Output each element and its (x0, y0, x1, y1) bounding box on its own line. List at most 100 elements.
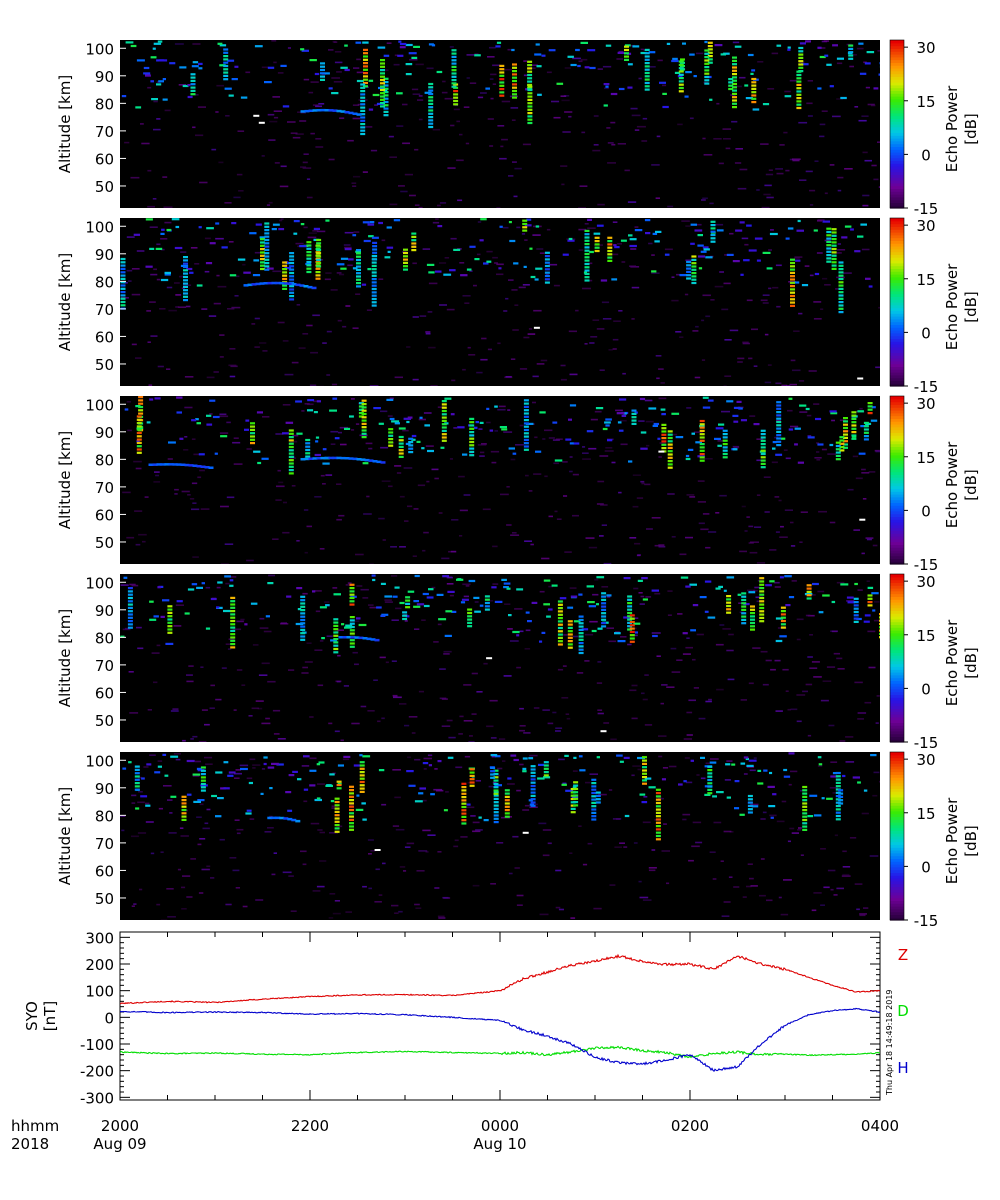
magnetometer-frame (119, 931, 881, 1101)
echo-power-colorbar: 30 15 0 -15 Echo Power [dB] (889, 39, 980, 218)
colorbar-unit: [dB] (962, 647, 980, 679)
magnetometer-tick-label: 100 (85, 983, 114, 1001)
colorbar-tick-label: 0 (921, 858, 931, 876)
magnetometer-tick-label: 300 (85, 929, 114, 947)
date-label: Aug 10 (473, 1135, 526, 1153)
colorbar-unit: [dB] (962, 113, 980, 145)
magnetometer-panel: 300 200 100 0 -100 -200 -300 SYO [nT] Z D H (23, 929, 909, 1107)
altitude-tick-label: 100 (85, 218, 114, 236)
magnetometer-tick-label: 0 (104, 1009, 114, 1027)
colorbar-tick-label: -15 (914, 734, 939, 752)
altitude-tick-label: 70 (95, 301, 114, 319)
colorbar-tick-label: 0 (921, 324, 931, 342)
altitude-axis-label: Altitude [km] (56, 431, 74, 529)
colorbar-unit: [dB] (962, 291, 980, 323)
colorbar-tick-label: 0 (921, 146, 931, 164)
altitude-tick-label: 60 (95, 862, 114, 880)
colorbar-tick-label: 30 (916, 751, 935, 769)
magnetometer-tick-label: -100 (80, 1036, 114, 1054)
year-label: 2018 (11, 1135, 49, 1153)
time-axis-title: hhmm (11, 1117, 59, 1135)
radar-panel-5: 50 60 70 80 90 100 Altitude [km] 30 15 0 -15 Echo P… (56, 751, 980, 930)
altitude-axis-label: Altitude [km] (56, 253, 74, 351)
echo-field (122, 396, 880, 564)
altitude-tick-label: 90 (95, 424, 114, 442)
series-line-Z (120, 953, 880, 1005)
altitude-tick-label: 100 (85, 40, 114, 58)
altitude-tick-label: 60 (95, 506, 114, 524)
colorbar-tick-label: -15 (914, 912, 939, 930)
altitude-axis: 50 60 70 80 90 100 Altitude [km] (56, 396, 126, 552)
altitude-tick-label: 80 (95, 807, 114, 825)
time-tick-label: 0400 (861, 1117, 899, 1135)
altitude-axis: 50 60 70 80 90 100 Altitude [km] (56, 752, 126, 908)
echo-power-colorbar: 30 15 0 -15 Echo Power [dB] (889, 573, 980, 752)
colorbar-tick-label: 0 (921, 680, 931, 698)
panel-background (120, 574, 880, 742)
altitude-tick-label: 80 (95, 629, 114, 647)
colorbar-tick-label: 30 (916, 217, 935, 235)
timestamp: Thu Apr 18 14:49:18 2019 (885, 989, 894, 1095)
colorbar-label: Echo Power (943, 441, 961, 528)
panel-background (120, 396, 880, 564)
colorbar-unit: [dB] (962, 825, 980, 857)
radar-panels: 50 60 70 80 90 100 Altitude [km] 30 15 0 -15 Echo P… (56, 39, 980, 930)
radar-panel-1: 50 60 70 80 90 100 Altitude [km] 30 15 0 -15 Echo P… (56, 39, 980, 218)
altitude-tick-label: 80 (95, 451, 114, 469)
altitude-tick-label: 100 (85, 574, 114, 592)
date-label: Aug 09 (93, 1135, 146, 1153)
echo-power-colorbar: 30 15 0 -15 Echo Power [dB] (889, 395, 980, 574)
colorbar-tick-label: 15 (916, 805, 935, 823)
series-line-D (120, 1045, 880, 1059)
colorbar-tick-label: -15 (914, 556, 939, 574)
magnetometer-tick-label: -200 (80, 1063, 114, 1081)
altitude-tick-label: 60 (95, 328, 114, 346)
altitude-tick-label: 70 (95, 479, 114, 497)
colorbar-tick-label: 15 (916, 271, 935, 289)
time-tick-label: 2200 (291, 1117, 329, 1135)
colorbar-label: Echo Power (943, 85, 961, 172)
colorbar-tick-label: 15 (916, 93, 935, 111)
altitude-tick-label: 90 (95, 602, 114, 620)
altitude-tick-label: 70 (95, 657, 114, 675)
altitude-tick-label: 50 (95, 178, 114, 196)
altitude-axis: 50 60 70 80 90 100 Altitude [km] (56, 218, 126, 374)
echo-power-colorbar: 30 15 0 -15 Echo Power [dB] (889, 751, 980, 930)
altitude-tick-label: 50 (95, 712, 114, 730)
altitude-tick-label: 60 (95, 150, 114, 168)
altitude-axis-label: Altitude [km] (56, 75, 74, 173)
altitude-tick-label: 90 (95, 246, 114, 264)
echo-field (121, 40, 880, 208)
altitude-axis: 50 60 70 80 90 100 Altitude [km] (56, 574, 126, 730)
altitude-tick-label: 90 (95, 780, 114, 798)
series-label-D: D (897, 1002, 909, 1020)
altitude-axis-label: Altitude [km] (56, 787, 74, 885)
series-label-Z: Z (898, 946, 908, 964)
altitude-tick-label: 90 (95, 68, 114, 86)
altitude-axis-label: Altitude [km] (56, 609, 74, 707)
series-label-H: H (897, 1059, 908, 1077)
altitude-tick-label: 50 (95, 356, 114, 374)
time-tick-label: 0000 (481, 1117, 519, 1135)
radar-panel-4: 50 60 70 80 90 100 Altitude [km] 30 15 0 -15 Echo P… (56, 573, 980, 752)
altitude-tick-label: 70 (95, 123, 114, 141)
altitude-axis: 50 60 70 80 90 100 Altitude [km] (56, 40, 126, 196)
colorbar-tick-label: 30 (916, 395, 935, 413)
altitude-tick-label: 50 (95, 534, 114, 552)
colorbar-tick-label: -15 (914, 200, 939, 218)
echo-power-colorbar: 30 15 0 -15 Echo Power [dB] (889, 217, 980, 396)
echo-field (120, 574, 880, 742)
colorbar-unit: [dB] (962, 469, 980, 501)
altitude-tick-label: 100 (85, 752, 114, 770)
magnetometer-tick-label: 200 (85, 956, 114, 974)
panel-background (120, 40, 880, 208)
colorbar-tick-label: -15 (914, 378, 939, 396)
colorbar-label: Echo Power (943, 619, 961, 706)
altitude-tick-label: 60 (95, 684, 114, 702)
series-line-H (120, 1007, 880, 1073)
magnetometer-axis-label: [nT] (41, 1001, 59, 1031)
colorbar-tick-label: 30 (916, 573, 935, 591)
radar-panel-2: 50 60 70 80 90 100 Altitude [km] 30 15 0 -15 Echo P… (56, 217, 980, 396)
